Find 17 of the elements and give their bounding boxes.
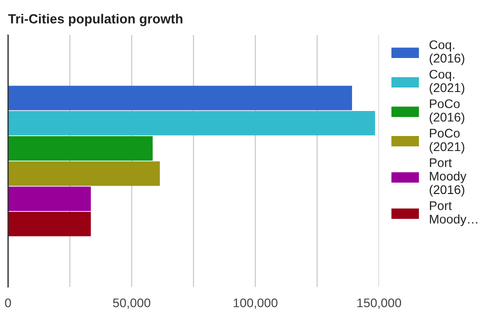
x-tick-label: 0 — [5, 298, 11, 308]
bar — [8, 186, 91, 212]
legend-label: Coq. (2021) — [430, 70, 464, 95]
chart-title: Tri-Cities population growth — [8, 14, 182, 26]
bar — [8, 212, 91, 236]
bar — [8, 136, 153, 161]
legend-label: Coq. (2016) — [430, 40, 464, 66]
bar — [8, 110, 376, 136]
legend-label: PoCo (2016) — [430, 99, 464, 124]
legend-label: Port Moody (2016) — [430, 158, 466, 197]
legend-label: PoCo (2021) — [430, 128, 464, 154]
bar — [8, 86, 352, 110]
x-tick-label: 100,000 — [234, 298, 278, 309]
legend-label: Port Moody… — [430, 201, 478, 226]
x-tick-label: 150,000 — [357, 298, 402, 309]
x-tick-label: 50,000 — [113, 298, 150, 309]
bar — [8, 161, 160, 186]
